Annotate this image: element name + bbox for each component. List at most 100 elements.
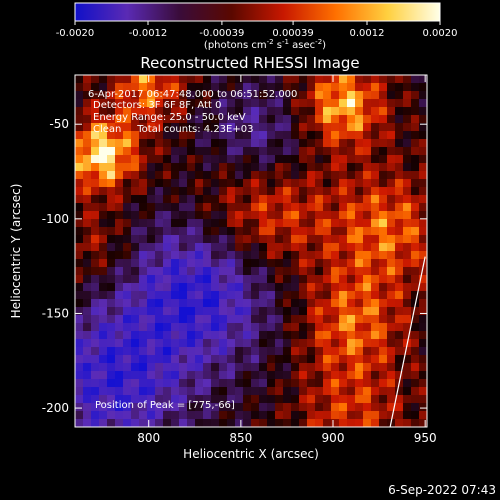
- heatmap-cell: [275, 195, 284, 204]
- heatmap-cell: [171, 235, 180, 244]
- heatmap-cell: [371, 315, 380, 324]
- heatmap-cell: [147, 187, 156, 196]
- heatmap-cell: [219, 99, 228, 108]
- heatmap-cell: [291, 163, 300, 172]
- heatmap-cell: [123, 403, 132, 412]
- heatmap-cell: [227, 211, 236, 220]
- heatmap-cell: [411, 355, 420, 364]
- heatmap-cell: [203, 379, 212, 388]
- heatmap-cell: [115, 395, 124, 404]
- heatmap-cell: [419, 251, 427, 260]
- heatmap-cell: [171, 291, 180, 300]
- heatmap-cell: [291, 115, 300, 124]
- heatmap-cell: [275, 243, 284, 252]
- heatmap-cell: [323, 147, 332, 156]
- colorbar-tick-label: -0.0012: [129, 28, 168, 39]
- heatmap-cell: [307, 379, 316, 388]
- heatmap-cell: [283, 187, 292, 196]
- heatmap-cell: [387, 123, 396, 132]
- heatmap-cell: [195, 267, 204, 276]
- heatmap-cell: [387, 243, 396, 252]
- heatmap-cell: [347, 131, 356, 140]
- heatmap-cell: [235, 347, 244, 356]
- heatmap-cell: [211, 155, 220, 164]
- heatmap-cell: [291, 155, 300, 164]
- heatmap-cell: [107, 331, 116, 340]
- heatmap-cell: [123, 203, 132, 212]
- heatmap-cell: [419, 275, 427, 284]
- heatmap-cell: [355, 195, 364, 204]
- heatmap-cell: [203, 171, 212, 180]
- heatmap-cell: [363, 267, 372, 276]
- heatmap-cell: [283, 403, 292, 412]
- heatmap-cell: [187, 131, 196, 140]
- heatmap-cell: [179, 323, 188, 332]
- heatmap-cell: [179, 147, 188, 156]
- heatmap-cell: [363, 107, 372, 116]
- heatmap-cell: [323, 243, 332, 252]
- heatmap-cell: [219, 323, 228, 332]
- heatmap-cell: [243, 411, 252, 420]
- heatmap-cell: [107, 411, 116, 420]
- heatmap-cell: [155, 267, 164, 276]
- heatmap-cell: [195, 115, 204, 124]
- heatmap-cell: [283, 275, 292, 284]
- heatmap-cell: [195, 243, 204, 252]
- heatmap-cell: [227, 83, 236, 92]
- heatmap-cell: [267, 339, 276, 348]
- heatmap-cell: [211, 235, 220, 244]
- heatmap-cell: [315, 419, 324, 427]
- heatmap-cell: [299, 291, 308, 300]
- y-tick-label: -50: [49, 117, 69, 131]
- heatmap-cell: [371, 235, 380, 244]
- heatmap-cell: [323, 131, 332, 140]
- heatmap-cell: [331, 331, 340, 340]
- heatmap-cell: [195, 99, 204, 108]
- heatmap-cell: [187, 83, 196, 92]
- heatmap-cell: [139, 163, 148, 172]
- heatmap-cell: [403, 419, 412, 427]
- heatmap-cell: [219, 147, 228, 156]
- heatmap-cell: [331, 219, 340, 228]
- heatmap-cell: [235, 411, 244, 420]
- heatmap-cell: [323, 75, 332, 84]
- heatmap-cell: [275, 379, 284, 388]
- heatmap-cell: [195, 75, 204, 84]
- heatmap-cell: [203, 323, 212, 332]
- heatmap-cell: [227, 331, 236, 340]
- heatmap-cell: [363, 387, 372, 396]
- heatmap-cell: [219, 179, 228, 188]
- heatmap-cell: [179, 379, 188, 388]
- heatmap-cell: [299, 235, 308, 244]
- heatmap-cell: [307, 139, 316, 148]
- heatmap-cell: [123, 267, 132, 276]
- y-axis-label: Heliocentric Y (arcsec): [9, 184, 23, 319]
- heatmap-cell: [235, 195, 244, 204]
- heatmap-cell: [195, 227, 204, 236]
- heatmap-cell: [131, 387, 140, 396]
- heatmap-cell: [131, 307, 140, 316]
- heatmap-cell: [307, 275, 316, 284]
- heatmap-cell: [259, 387, 268, 396]
- heatmap-cell: [243, 331, 252, 340]
- heatmap-cell: [107, 267, 116, 276]
- heatmap-cell: [283, 131, 292, 140]
- heatmap-cell: [163, 243, 172, 252]
- heatmap-cell: [371, 243, 380, 252]
- heatmap-cell: [219, 195, 228, 204]
- heatmap-cell: [355, 315, 364, 324]
- heatmap-cell: [75, 235, 84, 244]
- heatmap-cell: [331, 227, 340, 236]
- heatmap-cell: [115, 403, 124, 412]
- heatmap-cell: [259, 91, 268, 100]
- heatmap-cell: [291, 347, 300, 356]
- heatmap-cell: [83, 387, 92, 396]
- heatmap-cell: [419, 323, 427, 332]
- heatmap-cell: [403, 267, 412, 276]
- heatmap-cell: [211, 147, 220, 156]
- heatmap-cell: [339, 107, 348, 116]
- heatmap-cell: [307, 107, 316, 116]
- heatmap-cell: [395, 355, 404, 364]
- heatmap-cell: [163, 131, 172, 140]
- heatmap-cell: [315, 139, 324, 148]
